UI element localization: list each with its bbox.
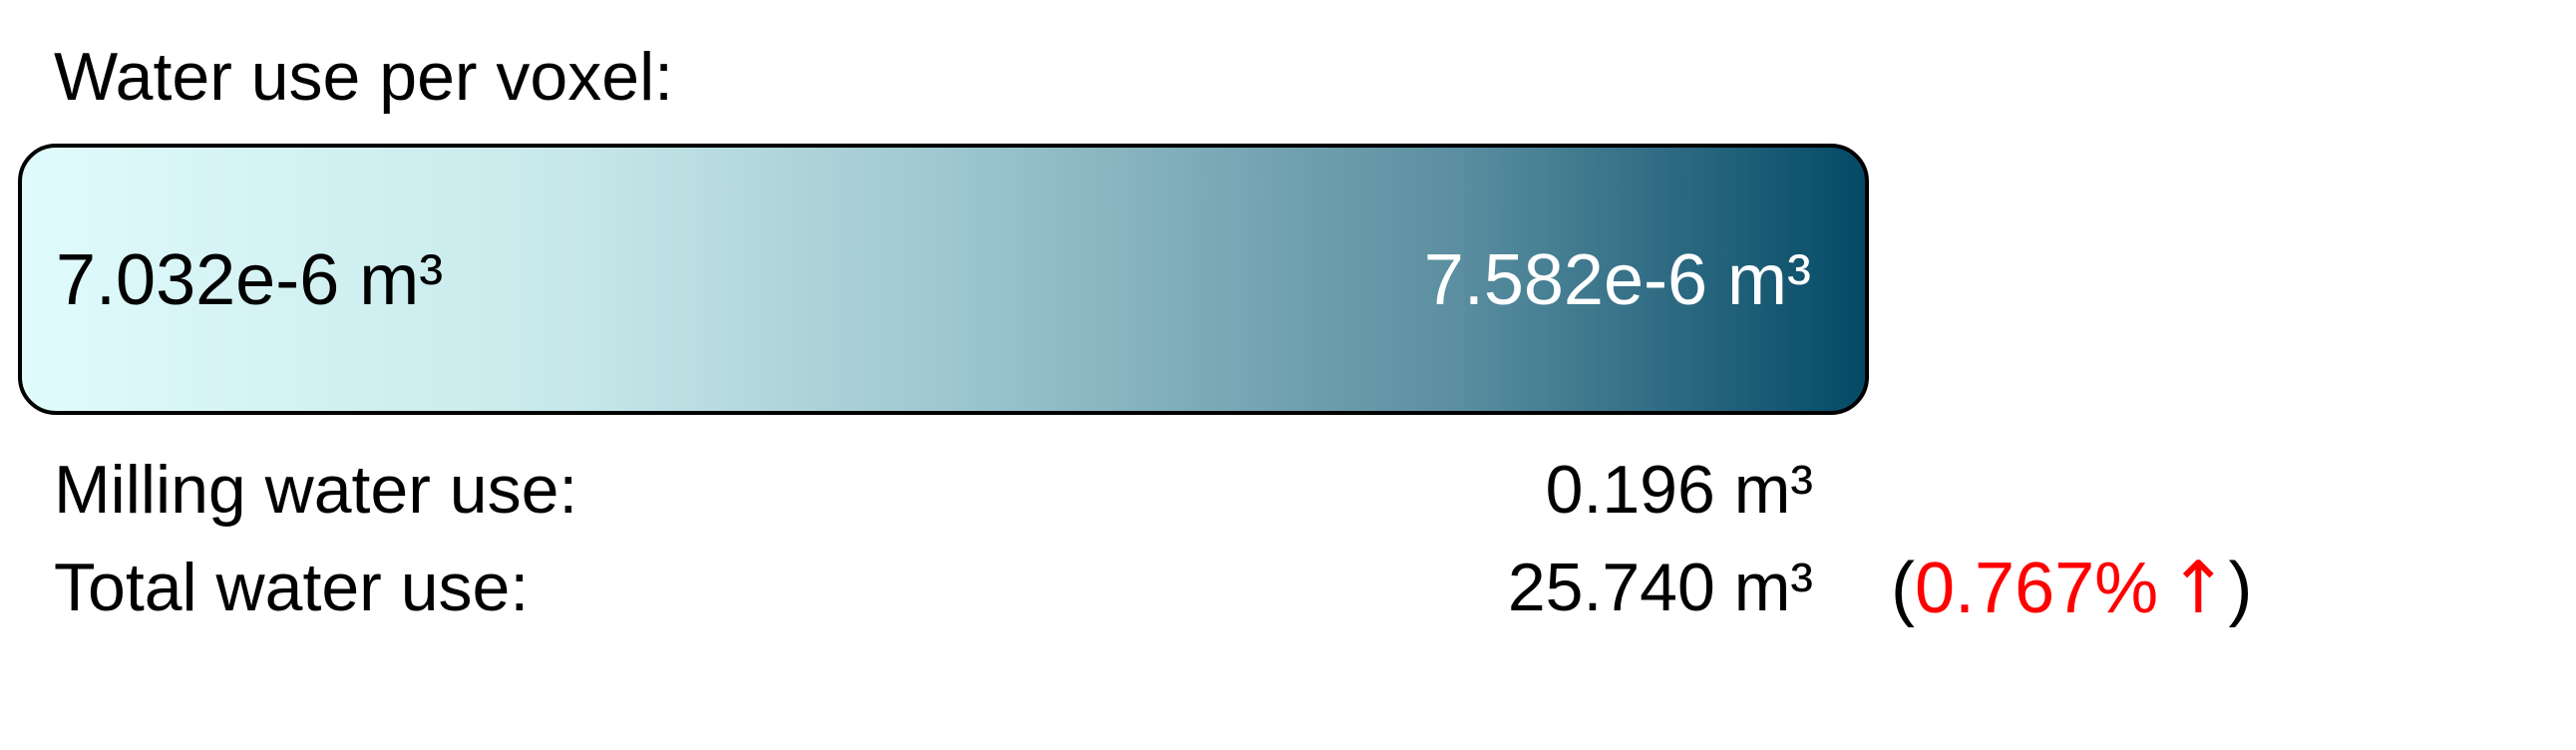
total-water-use-value: 25.740 m³ bbox=[1507, 550, 1813, 625]
arrow-up-icon: ↑ bbox=[2168, 546, 2229, 629]
panel-title: Water use per voxel: bbox=[54, 39, 674, 115]
total-water-use-change: (0.767% ↑) bbox=[1891, 543, 2253, 632]
change-close-paren: ) bbox=[2228, 549, 2253, 628]
total-water-use-row: Total water use: 25.740 m³ bbox=[54, 543, 1813, 632]
milling-water-use-row: Milling water use: 0.196 m³ bbox=[54, 445, 1813, 535]
water-use-colorbar: 7.032e-6 m³ 7.582e-6 m³ bbox=[18, 144, 1869, 415]
change-open-paren: ( bbox=[1891, 549, 1915, 628]
milling-water-use-label: Milling water use: bbox=[54, 452, 578, 528]
colorbar-max-label: 7.582e-6 m³ bbox=[1423, 240, 1811, 320]
total-water-use-label: Total water use: bbox=[54, 550, 530, 625]
milling-water-use-value: 0.196 m³ bbox=[1545, 452, 1813, 528]
colorbar-min-label: 7.032e-6 m³ bbox=[56, 240, 444, 320]
change-percent: 0.767% bbox=[1914, 549, 2159, 628]
